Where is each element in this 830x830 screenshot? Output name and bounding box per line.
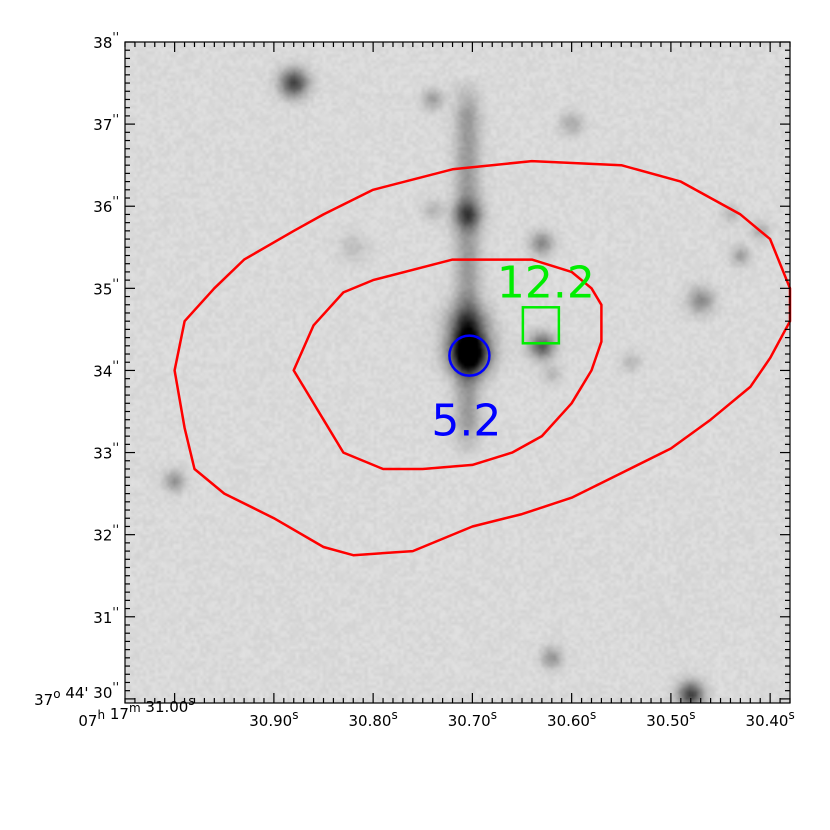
x-tick-label: 30.90s [249, 708, 298, 730]
marker-circle [448, 334, 491, 377]
plot-frame [124, 41, 791, 704]
tick-group [124, 41, 791, 703]
contour-line-1 [173, 159, 792, 557]
x-tick-label: 30.50s [646, 708, 695, 730]
y-tick-label: 32'' [93, 523, 119, 545]
marker-square [521, 306, 561, 345]
plot-area: 5.2 12.2 [125, 42, 792, 703]
y-tick-label: 34'' [93, 358, 119, 380]
y-tick-label: 37'' [93, 112, 119, 134]
x-tick-label: 30.70s [448, 708, 497, 730]
contour-group [173, 159, 792, 557]
x-tick-label: 07h 17m 31.00s [78, 694, 194, 730]
y-tick-label: 36'' [93, 194, 119, 216]
marker-label: 5.2 [431, 396, 501, 447]
contour-line-2 [292, 258, 603, 471]
x-tick-label: 30.60s [547, 708, 596, 730]
y-tick-label: 35'' [93, 276, 119, 298]
y-tick-label: 38'' [93, 30, 119, 52]
x-tick-label: 30.80s [349, 708, 398, 730]
tick-label-group: 07h 17m 31.00s 30.90s 30.80s 30.70s 30.60s 30… [34, 30, 795, 730]
marker-label: 12.2 [497, 257, 595, 308]
x-tick-label: 30.40s [746, 708, 795, 730]
y-tick-label: 37o 44' 30'' [34, 680, 119, 709]
y-tick-label: 31'' [93, 605, 119, 627]
marker-group: 5.2 12.2 [431, 257, 594, 446]
y-tick-label: 33'' [93, 441, 119, 463]
